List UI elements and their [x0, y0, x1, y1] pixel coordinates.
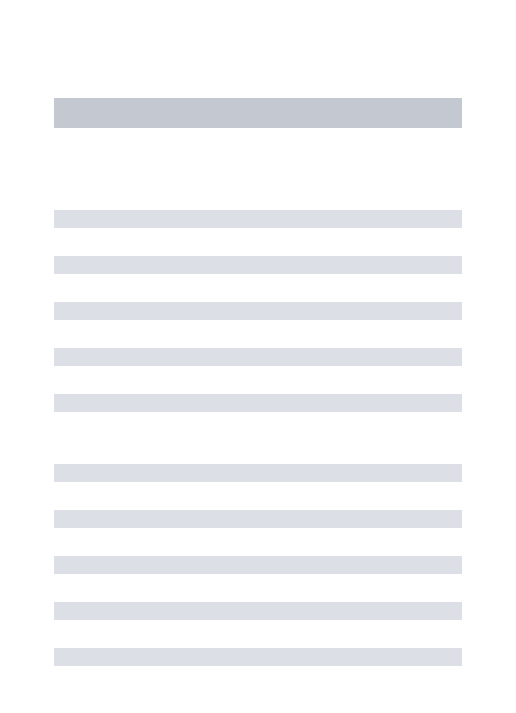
skeleton-line-bar	[54, 302, 462, 320]
skeleton-line-bar	[54, 256, 462, 274]
skeleton-line-bar	[54, 394, 462, 412]
skeleton-section	[54, 464, 462, 666]
skeleton-section	[54, 210, 462, 412]
skeleton-line-bar	[54, 348, 462, 366]
skeleton-line-bar	[54, 556, 462, 574]
skeleton-line-bar	[54, 602, 462, 620]
skeleton-line-bar	[54, 464, 462, 482]
skeleton-container	[0, 0, 516, 666]
skeleton-line-bar	[54, 510, 462, 528]
skeleton-line-bar	[54, 648, 462, 666]
skeleton-line-bar	[54, 210, 462, 228]
skeleton-header-bar	[54, 98, 462, 128]
